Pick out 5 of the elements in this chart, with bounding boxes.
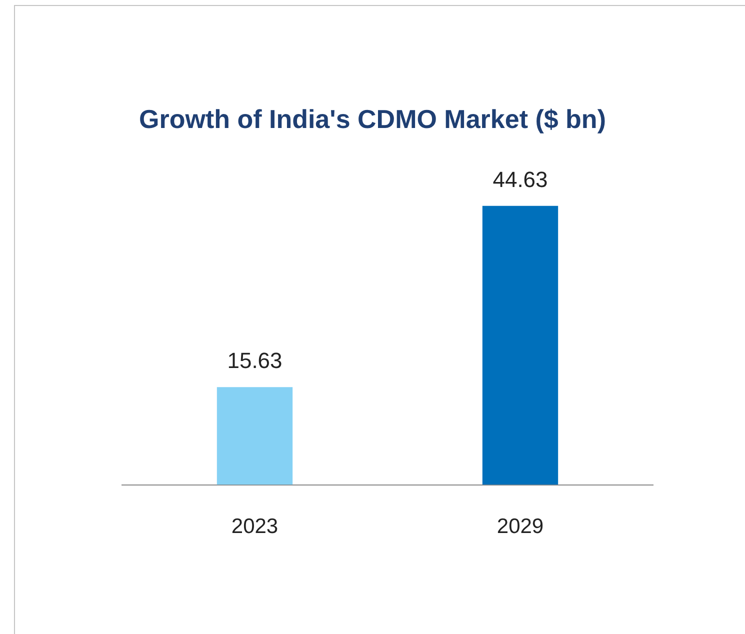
chart-title: Growth of India's CDMO Market ($ bn) xyxy=(138,104,607,135)
x-tick-label: 2029 xyxy=(496,515,544,538)
data-label: 15.63 xyxy=(227,348,282,374)
data-label: 44.63 xyxy=(492,166,548,192)
x-tick-label: 2023 xyxy=(231,515,278,538)
